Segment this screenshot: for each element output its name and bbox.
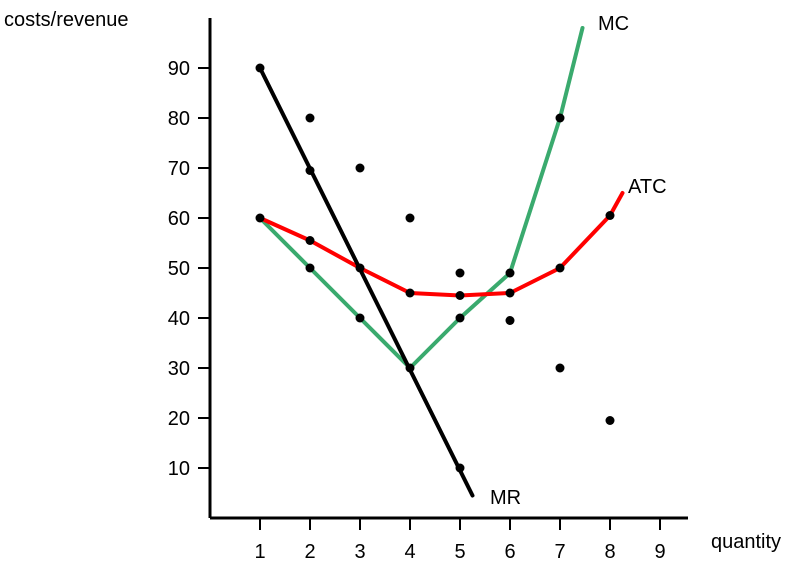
data-point	[305, 113, 315, 123]
y-tick-label: 20	[168, 408, 190, 430]
series-label-mc: MC	[598, 13, 629, 35]
series-line-atc	[258, 191, 625, 298]
data-point	[305, 263, 315, 273]
data-point	[505, 316, 515, 325]
data-point	[405, 213, 415, 223]
x-tick-label: 7	[554, 541, 565, 561]
data-point	[455, 291, 465, 300]
x-tick-label: 8	[604, 541, 615, 561]
data-point	[305, 236, 315, 245]
x-tick-label: 5	[454, 541, 465, 561]
y-tick-label: 10	[168, 458, 190, 480]
x-tick-label: 6	[504, 541, 515, 561]
y-axis-title: costs/revenue	[4, 9, 129, 31]
y-tick-label: 80	[168, 108, 190, 130]
x-tick-label: 3	[354, 541, 365, 561]
series-label-atc: ATC	[628, 176, 667, 198]
data-point	[505, 268, 515, 278]
x-tick-label: 2	[304, 541, 315, 561]
data-point	[455, 313, 465, 323]
data-point	[355, 163, 365, 173]
data-point	[305, 166, 315, 175]
data-point	[455, 268, 465, 278]
data-point	[355, 313, 365, 323]
y-tick-label: 60	[168, 208, 190, 230]
y-tick-label: 50	[168, 258, 190, 280]
data-point	[455, 463, 465, 473]
data-point	[255, 63, 265, 73]
x-tick-label: 1	[254, 541, 265, 561]
data-point	[405, 363, 415, 373]
data-point	[405, 288, 415, 298]
data-point	[505, 288, 515, 298]
x-tick-label: 4	[404, 541, 415, 561]
data-point	[555, 263, 565, 273]
x-tick-label: 9	[654, 541, 665, 561]
y-tick-label: 30	[168, 358, 190, 380]
data-point	[605, 211, 615, 220]
chart-series-lines	[258, 26, 625, 498]
chart-labels: MC ATC MR	[490, 13, 667, 509]
series-line-mr	[258, 66, 475, 498]
chart-axes: 10 20 30 40 50 60 70 80 90 1 2 3 4 5 6 7 8 9	[168, 18, 688, 561]
data-point	[555, 363, 565, 373]
series-label-mr: MR	[490, 487, 521, 509]
data-point	[355, 263, 365, 273]
data-point	[555, 113, 565, 123]
x-axis-title: quantity	[711, 531, 781, 553]
y-tick-label: 40	[168, 308, 190, 330]
data-point	[605, 416, 615, 425]
y-tick-label: 90	[168, 58, 190, 80]
series-line-mc	[258, 26, 585, 370]
chart-data-points	[255, 63, 615, 473]
data-point	[255, 213, 265, 223]
y-tick-label: 70	[168, 158, 190, 180]
